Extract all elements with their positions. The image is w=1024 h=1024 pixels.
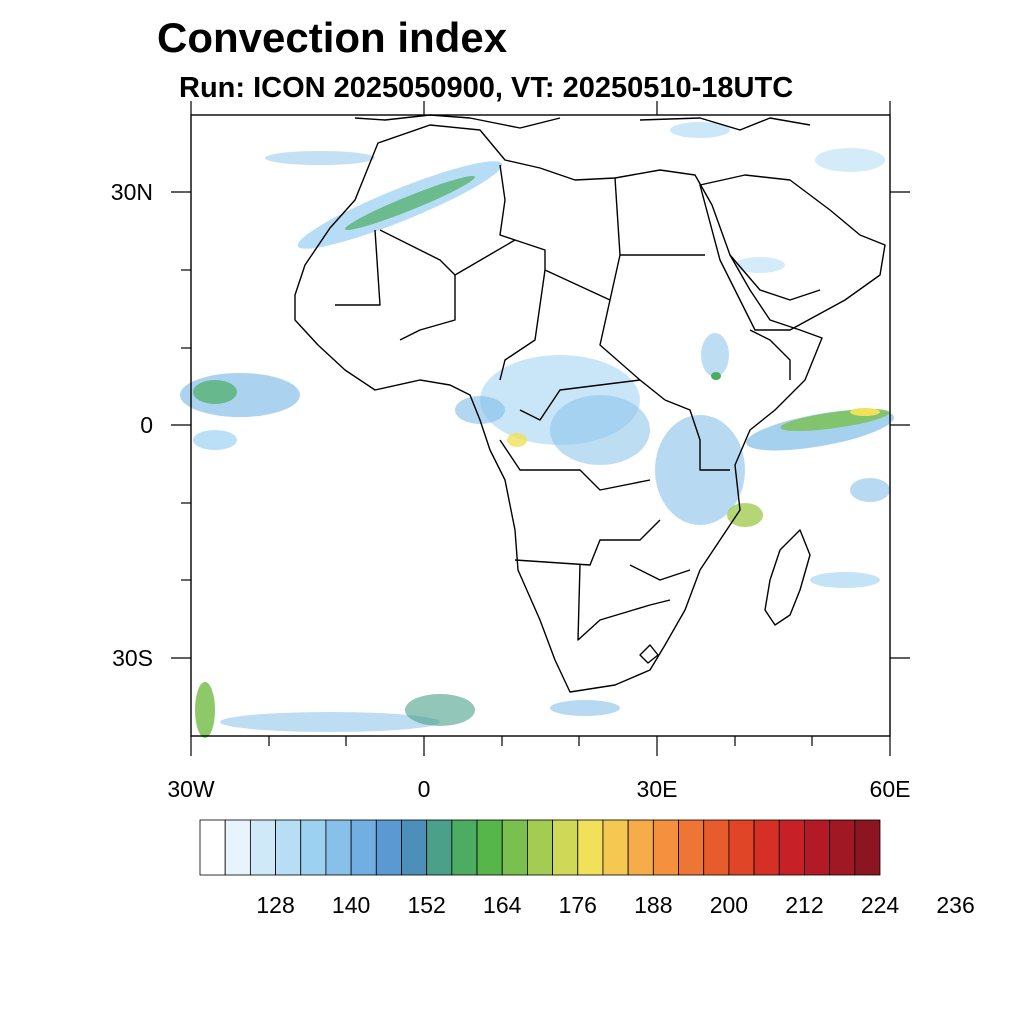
colorbar-box — [249, 819, 276, 876]
colorbar-box — [527, 819, 553, 876]
colorbar-box — [552, 819, 579, 876]
colorbar-box — [401, 819, 428, 876]
colorbar-box — [199, 819, 226, 876]
colorbar-tick-label: 236 — [936, 892, 974, 918]
colorbar-tick-label: 188 — [634, 892, 672, 918]
colorbar-tick-label: 128 — [256, 892, 294, 918]
colorbar-box — [325, 819, 352, 876]
lon-label-30w: 30W — [167, 776, 215, 802]
colorbar-box — [602, 819, 629, 876]
colorbar-box — [778, 819, 805, 876]
lon-label-60e: 60E — [870, 776, 911, 802]
colorbar-box — [476, 819, 503, 876]
colorbar-box — [275, 819, 302, 876]
colorbar-box — [728, 819, 755, 876]
colorbar-box — [375, 819, 402, 876]
convection-field — [180, 122, 894, 738]
colorbar-tick-label: 176 — [559, 892, 597, 918]
colorbar-labels: 128 140 152 164 176 188 200 212 224 236 — [256, 892, 974, 918]
colorbar-box — [501, 819, 528, 876]
colorbar-box — [854, 819, 881, 876]
colorbar-box — [577, 819, 604, 876]
map-subtitle: Run: ICON 2025050900, VT: 20250510-18UTC — [179, 72, 794, 104]
colorbar-tick-label: 164 — [483, 892, 522, 918]
axis-labels: 30W 0 30E 60E 30N 0 30S — [111, 179, 911, 802]
map-title: Convection index — [157, 14, 508, 61]
colorbar-box — [627, 819, 654, 876]
colorbar-tick-label: 152 — [407, 892, 445, 918]
colorbar-tick-label: 200 — [710, 892, 748, 918]
colorbar-boxes — [199, 819, 881, 876]
colorbar-box — [224, 819, 251, 876]
colorbar-box — [451, 819, 478, 876]
colorbar-box — [829, 819, 856, 876]
lat-label-30n: 30N — [111, 179, 153, 205]
lon-label-30e: 30E — [637, 776, 678, 802]
colorbar-tick-label: 212 — [785, 892, 823, 918]
colorbar-box — [804, 819, 831, 876]
colorbar-box — [350, 819, 377, 876]
map-frame — [171, 101, 910, 756]
colorbar-box — [300, 819, 327, 876]
lat-label-30s: 30S — [112, 645, 153, 671]
colorbar-tick-label: 140 — [332, 892, 370, 918]
colorbar-box — [703, 819, 730, 876]
colorbar-box — [426, 819, 453, 876]
lon-label-0: 0 — [418, 776, 431, 802]
colorbar-box — [753, 819, 780, 876]
colorbar-box — [652, 819, 679, 876]
colorbar-box — [678, 819, 705, 876]
lat-label-0: 0 — [140, 412, 153, 438]
country-boundaries — [294, 114, 886, 693]
colorbar-tick-label: 224 — [861, 892, 900, 918]
